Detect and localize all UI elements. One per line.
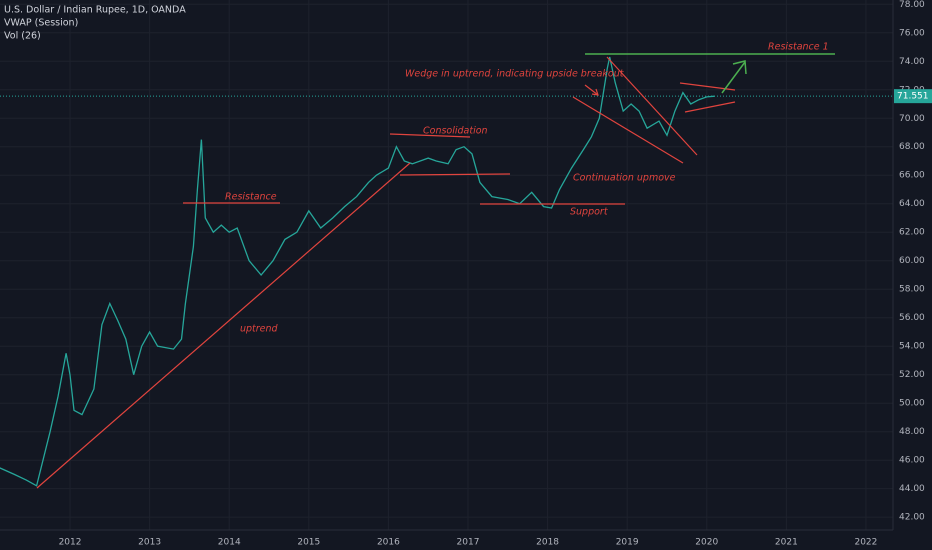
uptrend-line xyxy=(36,162,411,489)
x-tick-label: 2021 xyxy=(775,538,798,548)
y-tick-label: 76.00 xyxy=(899,28,925,38)
y-tick-label: 62.00 xyxy=(899,228,925,238)
x-tick-label: 2014 xyxy=(218,538,241,548)
x-tick-label: 2016 xyxy=(377,538,400,548)
x-tick-label: 2018 xyxy=(536,538,559,548)
axes: 42.00 44.00 46.00 48.00 50.00 52.00 54.00 56.00… xyxy=(59,0,932,548)
last-price-label: 71.551 xyxy=(897,92,929,102)
price-axis xyxy=(893,0,932,530)
y-tick-label: 50.00 xyxy=(899,399,925,409)
pointer-arrow xyxy=(584,84,599,96)
y-tick-label: 60.00 xyxy=(899,256,925,266)
x-tick-label: 2022 xyxy=(854,538,877,548)
drawings xyxy=(36,56,736,489)
breakout-arrow-head xyxy=(732,60,747,75)
annotation: Support xyxy=(570,207,609,218)
y-tick-label: 66.00 xyxy=(899,171,925,181)
y-tick-label: 58.00 xyxy=(899,285,925,295)
y-tick-label: 42.00 xyxy=(899,513,925,523)
price-line xyxy=(0,56,715,487)
annotation: uptrend xyxy=(240,324,279,335)
consolidation-top xyxy=(389,133,471,138)
y-tick-label: 74.00 xyxy=(899,57,925,67)
annotation: Resistance 1 xyxy=(768,42,829,53)
consolidation-bottom xyxy=(399,173,511,176)
x-tick-label: 2020 xyxy=(695,538,718,548)
annotation: Resistance xyxy=(225,192,277,203)
y-tick-label: 44.00 xyxy=(899,484,925,494)
grid xyxy=(0,0,893,530)
breakout-arrow xyxy=(721,61,746,94)
last-price-box xyxy=(894,89,932,104)
green-drawings xyxy=(585,53,835,94)
y-tick-label: 68.00 xyxy=(899,142,925,152)
wedge-top xyxy=(606,56,698,156)
x-tick-label: 2013 xyxy=(138,538,161,548)
y-tick-label: 78.00 xyxy=(899,0,925,10)
y-tick-label: 70.00 xyxy=(899,114,925,124)
pointer-arrow-head xyxy=(591,88,599,96)
x-tick-label: 2017 xyxy=(457,538,480,548)
annotation: Continuation upmove xyxy=(573,173,676,184)
annotation: Wedge in uptrend, indicating upside brea… xyxy=(405,69,625,80)
x-tick-label: 2019 xyxy=(616,538,639,548)
chart-title: U.S. Dollar / Indian Rupee, 1D, OANDA xyxy=(4,5,186,16)
annotation: Consolidation xyxy=(423,126,488,137)
y-tick-label: 64.00 xyxy=(899,199,925,209)
x-tick-label: 2015 xyxy=(297,538,320,548)
y-tick-label: 46.00 xyxy=(899,456,925,466)
x-tick-label: 2012 xyxy=(59,538,82,548)
triangle-bottom xyxy=(684,101,736,113)
wedge-bottom xyxy=(572,96,684,164)
y-tick-label: 52.00 xyxy=(899,370,925,380)
annotations: Resistance 1 Wedge in uptrend, indicating… xyxy=(225,42,829,335)
y-tick-label: 56.00 xyxy=(899,313,925,323)
indicator: Vol (26) xyxy=(4,31,41,42)
y-tick-label: 54.00 xyxy=(899,342,925,352)
indicator: VWAP (Session) xyxy=(4,18,78,29)
plot xyxy=(0,56,893,487)
y-tick-label: 48.00 xyxy=(899,427,925,437)
